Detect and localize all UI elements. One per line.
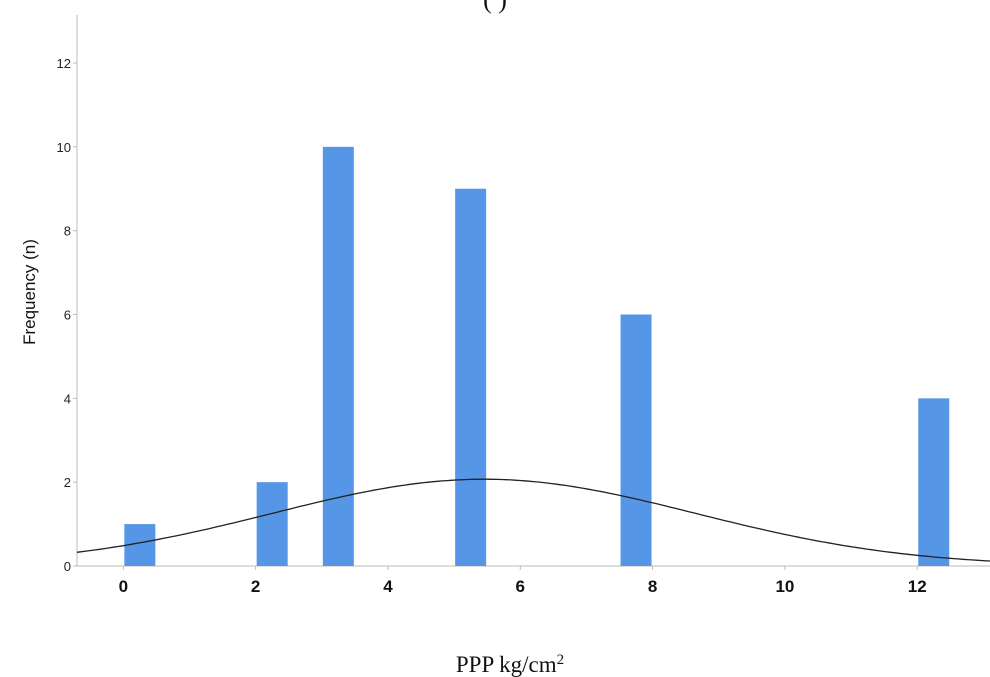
y-tick-label: 12 — [57, 56, 71, 71]
x-tick-label: 12 — [908, 577, 927, 596]
y-tick-label: 4 — [64, 391, 71, 406]
bar — [256, 482, 288, 566]
bar — [455, 188, 487, 566]
x-tick-label: 10 — [775, 577, 794, 596]
x-tick-label: 4 — [383, 577, 393, 596]
x-tick-label: 6 — [516, 577, 525, 596]
y-tick-label: 8 — [64, 224, 71, 239]
x-tick-label: 2 — [251, 577, 260, 596]
x-tick-label: 0 — [119, 577, 128, 596]
x-axis-label-superscript: 2 — [557, 652, 565, 668]
plot-area: 0 2 4 6 8 10 12 0 2 4 6 8 10 12 — [57, 15, 990, 596]
y-axis-label: Frequency (n) — [20, 239, 39, 345]
x-axis-label-main: PPP kg/cm — [456, 652, 557, 677]
y-tick-label: 10 — [57, 140, 71, 155]
x-axis-label: PPP kg/cm2 — [456, 652, 564, 677]
bar — [322, 146, 354, 567]
bar — [620, 314, 652, 566]
y-tick-label: 2 — [64, 475, 71, 490]
y-tick-label: 0 — [64, 559, 71, 574]
y-tick-label: 6 — [64, 308, 71, 323]
bar — [918, 398, 950, 566]
chart-title-fragment: ( ) — [483, 0, 507, 14]
x-tick-label: 8 — [648, 577, 657, 596]
normal-curve — [76, 478, 990, 562]
